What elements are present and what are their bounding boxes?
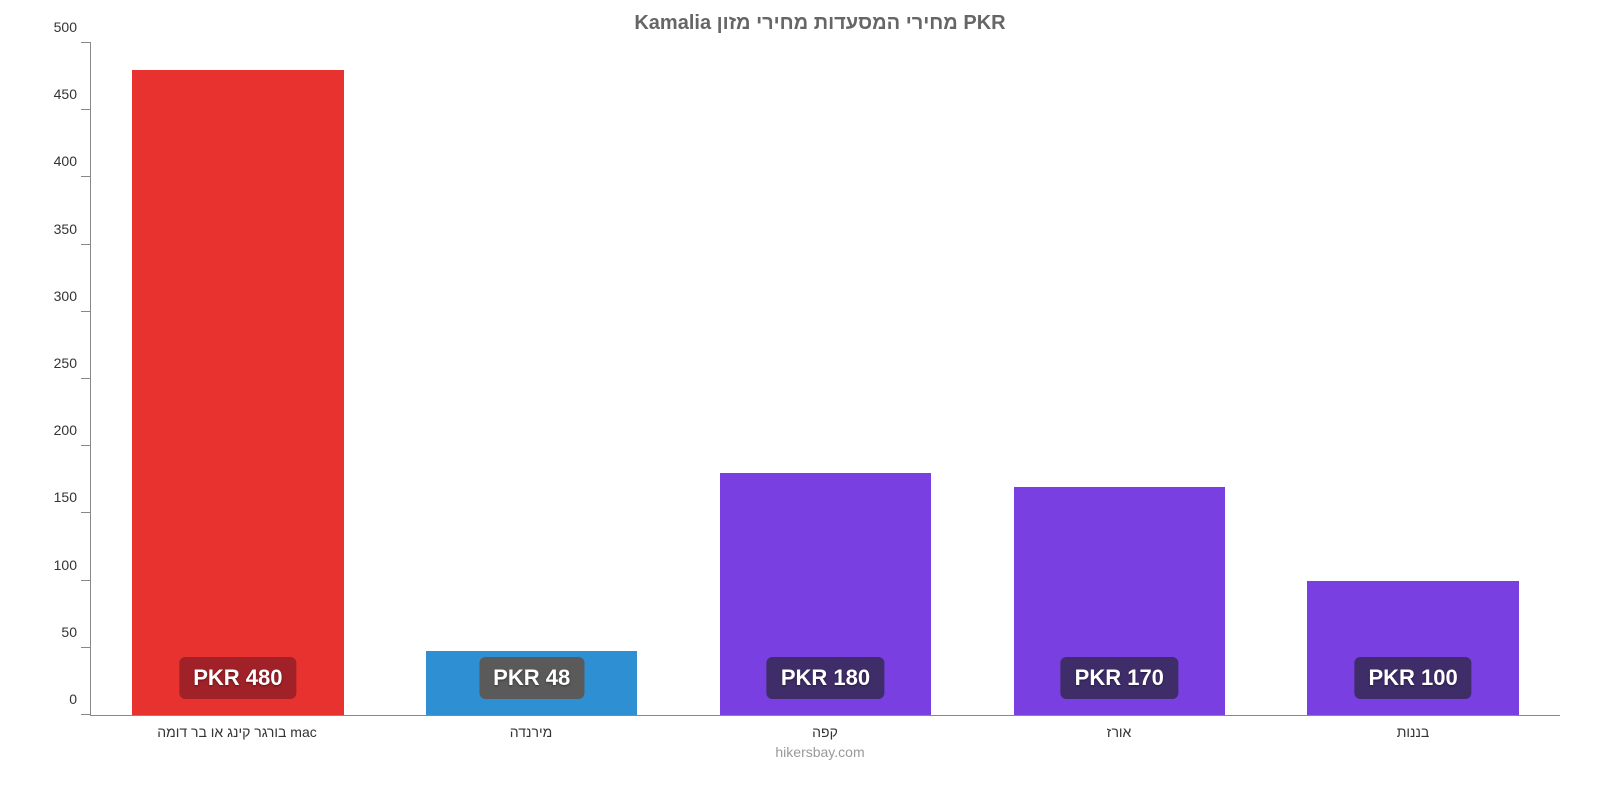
- x-axis-label: בננות: [1266, 724, 1560, 740]
- y-tick: [81, 311, 91, 312]
- bar: PKR 100: [1307, 581, 1519, 715]
- y-tick: [81, 512, 91, 513]
- bar: PKR 170: [1014, 487, 1226, 715]
- y-tick: [81, 647, 91, 648]
- bar: PKR 480: [132, 70, 344, 715]
- y-tick: [81, 244, 91, 245]
- y-tick: [81, 176, 91, 177]
- value-badge: PKR 180: [767, 657, 884, 699]
- y-tick-label: 150: [54, 489, 77, 505]
- value-badge: PKR 480: [179, 657, 296, 699]
- y-tick: [81, 42, 91, 43]
- x-axis-label: קפה: [678, 724, 972, 740]
- y-tick-label: 300: [54, 288, 77, 304]
- x-axis-labels: בורגר קינג או בר דומה macמירנדהקפהאורזבנ…: [90, 724, 1560, 740]
- y-tick-label: 100: [54, 557, 77, 573]
- value-badge: PKR 100: [1354, 657, 1471, 699]
- x-axis-label: אורז: [972, 724, 1266, 740]
- y-tick: [81, 445, 91, 446]
- y-tick-label: 350: [54, 221, 77, 237]
- y-tick-label: 0: [69, 691, 77, 707]
- y-tick: [81, 714, 91, 715]
- x-axis-label: מירנדה: [384, 724, 678, 740]
- price-chart: Kamalia מחירי המסעדות מחירי מזון PKR PKR…: [0, 0, 1600, 800]
- bar-slot: PKR 180: [679, 43, 973, 715]
- chart-footer: hikersbay.com: [80, 744, 1560, 760]
- bars-container: PKR 480 PKR 48 PKR 180 PKR 170 PKR 100: [91, 43, 1560, 715]
- y-tick-label: 500: [54, 19, 77, 35]
- y-tick-label: 200: [54, 422, 77, 438]
- value-badge: PKR 170: [1061, 657, 1178, 699]
- bar: PKR 48: [426, 651, 638, 716]
- y-tick: [81, 378, 91, 379]
- bar-slot: PKR 170: [972, 43, 1266, 715]
- y-tick-label: 50: [61, 624, 77, 640]
- value-badge: PKR 48: [479, 657, 584, 699]
- bar-slot: PKR 480: [91, 43, 385, 715]
- y-tick: [81, 580, 91, 581]
- x-axis-label: בורגר קינג או בר דומה mac: [90, 724, 384, 740]
- y-tick: [81, 109, 91, 110]
- plot-area: PKR 480PKR 48PKR 180PKR 170PKR 100 05010…: [90, 43, 1560, 716]
- y-tick-label: 400: [54, 153, 77, 169]
- bar: PKR 180: [720, 473, 932, 715]
- chart-title: Kamalia מחירי המסעדות מחירי מזון PKR: [80, 12, 1560, 35]
- y-tick-label: 250: [54, 355, 77, 371]
- bar-slot: PKR 100: [1266, 43, 1560, 715]
- y-tick-label: 450: [54, 86, 77, 102]
- bar-slot: PKR 48: [385, 43, 679, 715]
